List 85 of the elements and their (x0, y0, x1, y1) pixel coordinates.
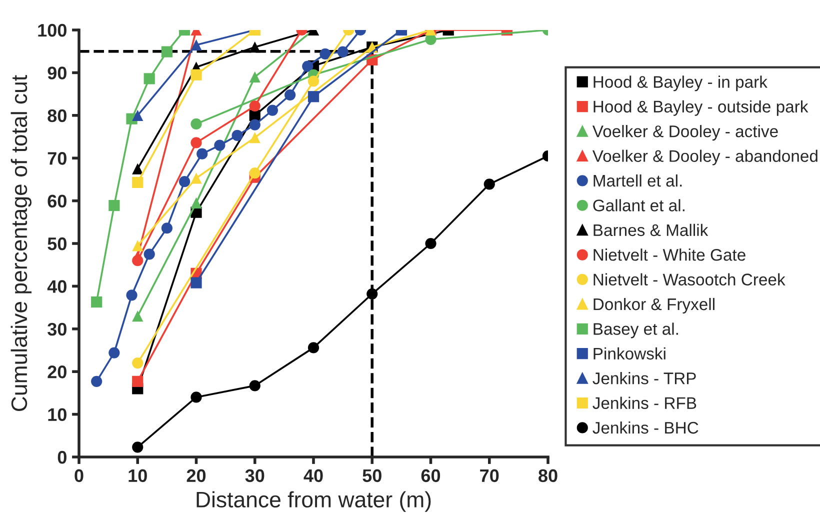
point (308, 76, 320, 87)
y-tick-label: 50 (48, 237, 66, 250)
point (337, 46, 348, 58)
legend-label: Barnes & Mallik (594, 224, 708, 236)
x-tick-label: 80 (538, 469, 558, 482)
point (161, 222, 172, 234)
legend-label: Jenkins - RFB (592, 396, 696, 410)
legend-label: Voelker & Dooley - abandoned (592, 150, 818, 166)
point (132, 310, 144, 322)
point (132, 110, 144, 121)
x-axis-title: Distance from water (m) (196, 491, 431, 512)
point (308, 91, 320, 102)
legend-label: Basey et al. (594, 322, 678, 338)
legend-label: Pinkowski (594, 347, 666, 360)
y-tick-label: 10 (48, 408, 66, 422)
x-tick-label: 40 (304, 469, 323, 482)
point (249, 167, 260, 179)
y-tick-label: 70 (48, 152, 66, 165)
x-tick-label: 0 (74, 469, 84, 482)
point (144, 248, 155, 260)
point (108, 347, 120, 358)
point (132, 358, 144, 369)
point (91, 296, 102, 308)
point (190, 137, 202, 148)
point (425, 238, 436, 250)
point (190, 392, 202, 403)
point (308, 342, 320, 354)
point (249, 100, 260, 112)
x-tick-label: 70 (480, 469, 499, 482)
x-tick-label: 20 (186, 469, 206, 482)
point (161, 46, 172, 58)
y-tick-label: 80 (48, 109, 66, 122)
point (190, 197, 202, 208)
point (249, 380, 260, 392)
point (249, 42, 260, 53)
point (302, 60, 314, 72)
y-tick-label: 20 (48, 366, 66, 378)
point (132, 163, 144, 174)
point (190, 172, 202, 184)
legend-label: Gallant et al. (593, 199, 684, 212)
x-tick-label: 50 (362, 469, 382, 482)
point (214, 140, 226, 151)
y-axis-title: Cumulative percentage of total cut (10, 75, 32, 411)
y-tick-label: 0 (58, 450, 66, 464)
point (132, 255, 144, 266)
point (232, 130, 243, 142)
y-tick-label: 60 (48, 194, 66, 208)
point (190, 69, 202, 80)
y-tick-label: 90 (48, 66, 66, 80)
point (190, 118, 202, 130)
point (190, 277, 202, 288)
point (196, 148, 208, 160)
legend-label: Donkor & Fryxell (594, 298, 714, 314)
point (132, 240, 144, 252)
point (132, 176, 144, 188)
point (178, 176, 190, 188)
point (190, 39, 202, 50)
point (108, 200, 120, 212)
x-tick-label: 30 (245, 469, 264, 482)
point (249, 119, 260, 130)
y-tick-label: 40 (47, 280, 66, 293)
point (284, 89, 296, 100)
point (91, 376, 102, 387)
point (132, 376, 144, 387)
point (126, 290, 138, 301)
point (144, 73, 155, 84)
point (266, 104, 278, 116)
legend-label: Hood & Bayley - in park (594, 76, 768, 92)
legend-label: Martell et al. (594, 174, 682, 187)
point (249, 132, 260, 144)
legend-label: Jenkins - TRP (592, 372, 696, 384)
point (249, 71, 260, 83)
x-tick-label: 10 (128, 469, 147, 482)
y-tick-label: 100 (38, 24, 66, 37)
point (366, 288, 378, 300)
legend-label: Hood & Bayley - outside park (594, 100, 808, 116)
point (484, 178, 495, 190)
legend-label: Nietvelt - Wasootch Creek (594, 273, 786, 286)
legend-label: Jenkins - BHC (592, 421, 698, 434)
point (132, 442, 144, 453)
x-tick-label: 60 (421, 469, 440, 482)
point (320, 48, 331, 60)
legend-label: Voelker & Dooley - active (592, 125, 778, 141)
legend-label: Nietvelt - White Gate (594, 248, 746, 261)
y-tick-label: 30 (48, 322, 66, 336)
